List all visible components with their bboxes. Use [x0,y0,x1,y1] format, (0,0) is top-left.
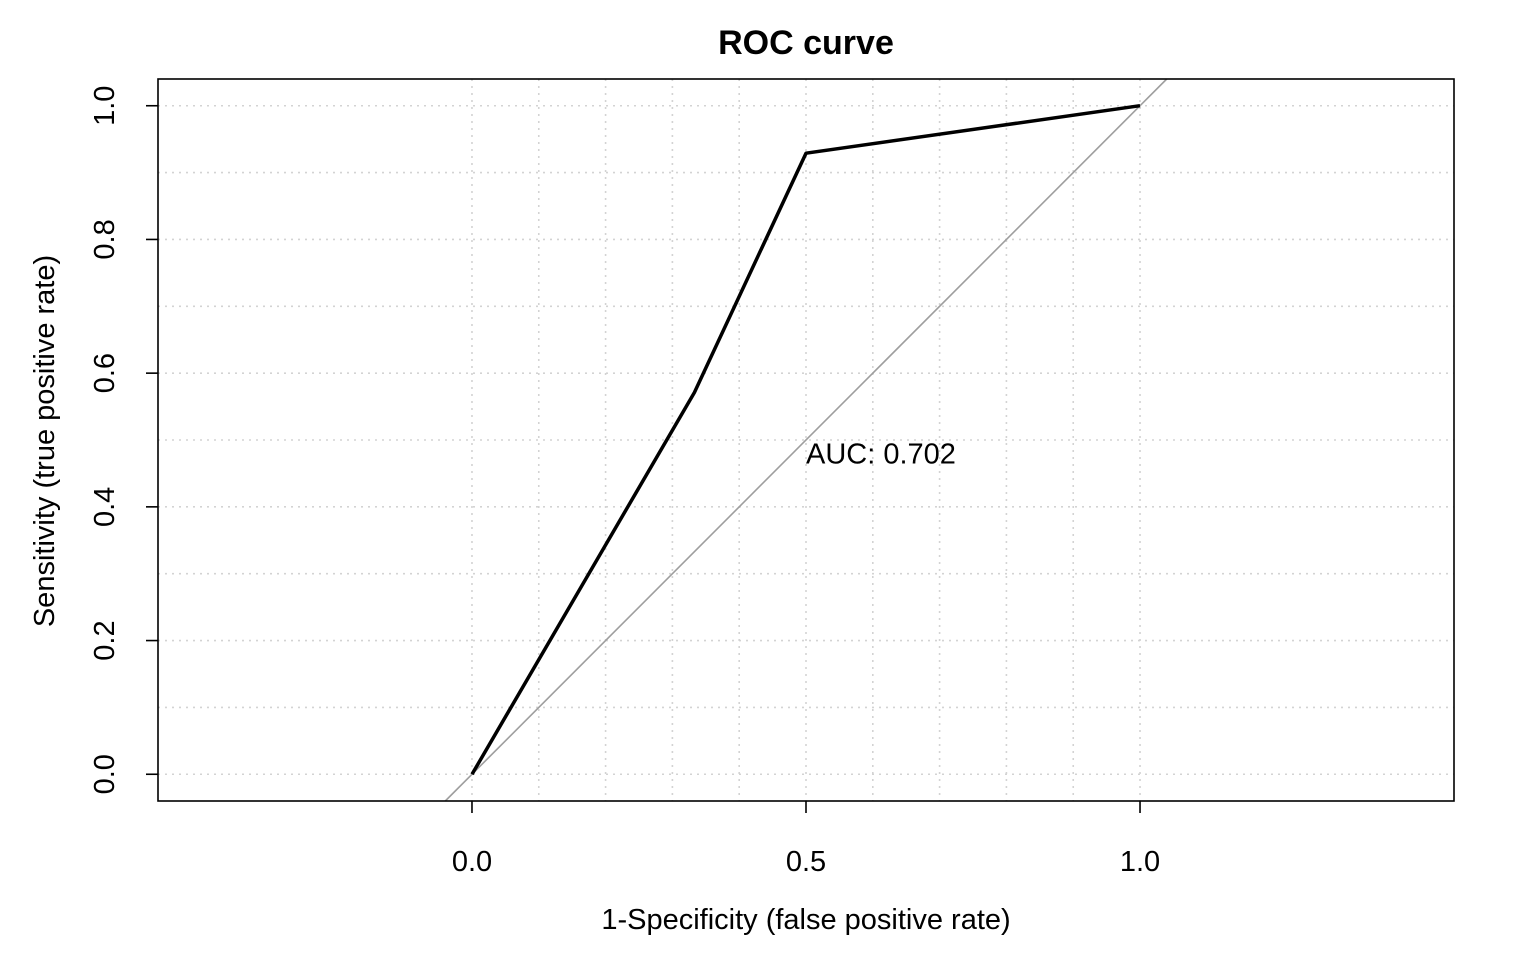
y-tick-label: 0.2 [89,620,121,660]
x-tick-label: 0.5 [786,846,826,878]
y-tick-label: 0.4 [89,487,121,527]
x-axis: 0.0 0.5 1.0 [452,801,1160,878]
y-tick-label: 1.0 [89,86,121,126]
grid-lines [158,79,1454,801]
x-tick-label: 1.0 [1120,846,1160,878]
y-axis-label: Sensitivity (true positive rate) [29,255,61,627]
reference-diagonal-line [444,78,1168,802]
y-axis: 0.0 0.2 0.4 0.6 0.8 1.0 [89,86,158,794]
x-tick-label: 0.0 [452,846,492,878]
x-axis-label: 1-Specificity (false positive rate) [601,904,1010,936]
auc-annotation: AUC: 0.702 [806,438,956,470]
y-tick-label: 0.8 [89,219,121,259]
chart-title: ROC curve [718,24,894,62]
y-tick-label: 0.6 [89,353,121,393]
roc-curve-line [470,103,1141,776]
y-tick-label: 0.0 [89,754,121,794]
